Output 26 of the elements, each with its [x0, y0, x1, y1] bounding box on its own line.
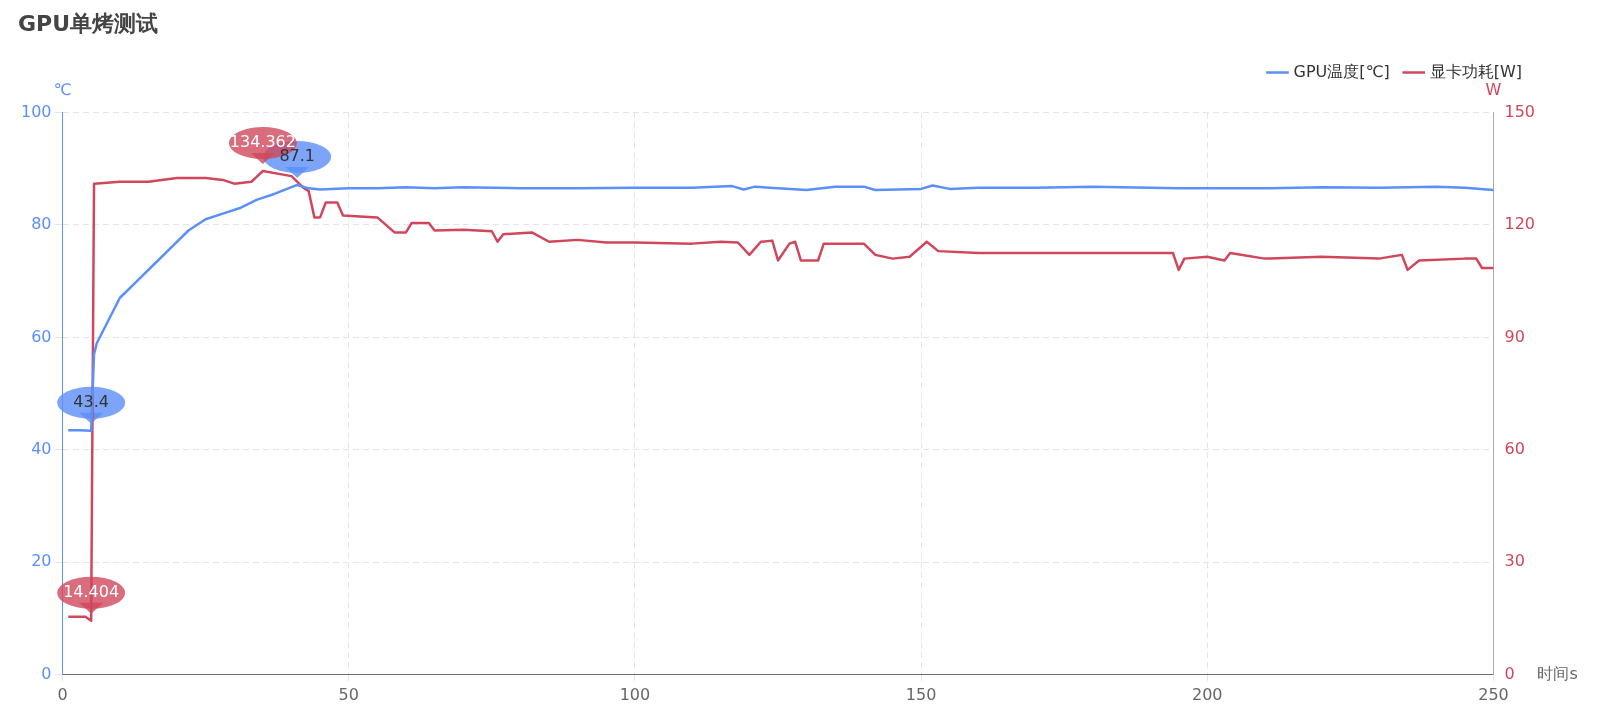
x-tick-label: 150	[905, 684, 937, 704]
x-tick-label: 50	[338, 684, 359, 704]
y-tick-label: 80	[31, 214, 52, 234]
x-axis-title: 时间s	[1537, 663, 1578, 683]
y2-tick-label: 30	[1504, 551, 1525, 571]
data-label: 14.404	[63, 581, 120, 601]
y-tick-label: 60	[31, 326, 52, 346]
y-tick-label: 40	[31, 439, 52, 458]
y2-tick-label: 60	[1504, 439, 1525, 458]
x-tick-label: 100	[619, 684, 651, 704]
y-tick-label: 100	[20, 101, 52, 121]
y-tick-label: 20	[31, 551, 52, 571]
x-tick-label: 0	[57, 684, 68, 704]
y2-tick-label: 0	[1504, 663, 1515, 683]
data-label: 43.4	[73, 391, 109, 411]
y-tick-label: 0	[41, 663, 52, 683]
legend-label: GPU温度[℃]	[1293, 61, 1390, 81]
y2-tick-label: 90	[1504, 326, 1525, 346]
y-axis-title: ℃	[53, 79, 72, 99]
y2-tick-label: 150	[1504, 101, 1536, 121]
y2-tick-label: 120	[1504, 214, 1536, 234]
x-tick-label: 250	[1478, 684, 1509, 704]
legend-label: 显卡功耗[W]	[1429, 61, 1523, 81]
x-tick-label: 200	[1192, 684, 1223, 704]
chart-title: GPU单烤测试	[18, 10, 159, 36]
y2-axis-title: W	[1485, 79, 1502, 99]
